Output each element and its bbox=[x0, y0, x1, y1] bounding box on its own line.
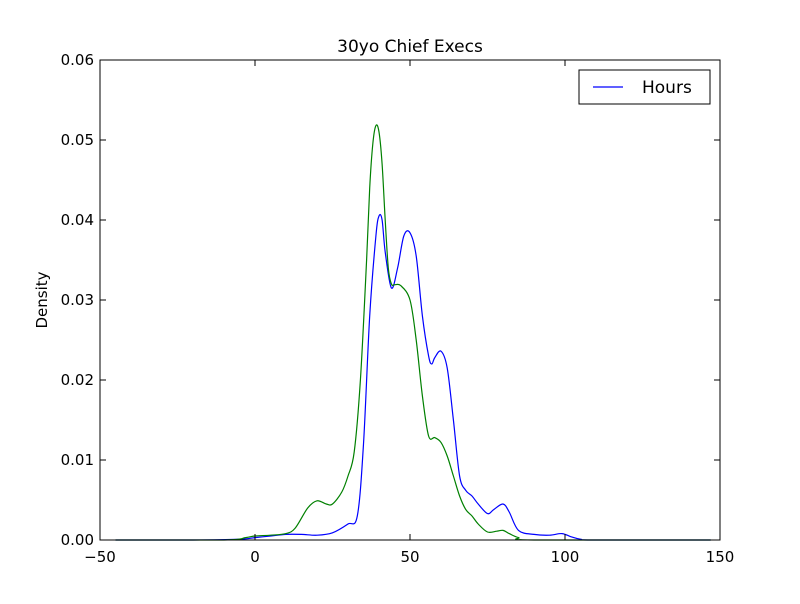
chart-title: 30yo Chief Execs bbox=[337, 37, 483, 57]
y-tick-label: 0.04 bbox=[61, 211, 94, 229]
plot-frame bbox=[99, 59, 721, 541]
y-tick-label: 0.01 bbox=[61, 451, 94, 469]
x-tick-label: 0 bbox=[250, 548, 260, 566]
x-tick-label: 100 bbox=[551, 548, 580, 566]
series-line-hours bbox=[115, 213, 711, 541]
x-tick-label: −50 bbox=[84, 548, 116, 566]
x-tick-label: 150 bbox=[706, 548, 735, 566]
y-tick-label: 0.05 bbox=[61, 131, 94, 149]
y-tick-label: 0.00 bbox=[61, 531, 94, 549]
y-axis-label: Density bbox=[33, 271, 51, 328]
y-tick-label: 0.02 bbox=[61, 371, 94, 389]
y-tick-label: 0.06 bbox=[61, 51, 94, 69]
legend-label-hours: Hours bbox=[642, 78, 692, 98]
series-layer bbox=[115, 124, 711, 541]
tick-layer: −50 0 50 100 150 0.00 0.01 0.02 0.03 0.04 0.05 0.06 bbox=[61, 51, 735, 566]
y-tick-label: 0.03 bbox=[61, 291, 94, 309]
legend: Hours bbox=[578, 69, 711, 105]
x-tick-label: 50 bbox=[400, 548, 419, 566]
series-line-series-2 bbox=[115, 124, 711, 541]
